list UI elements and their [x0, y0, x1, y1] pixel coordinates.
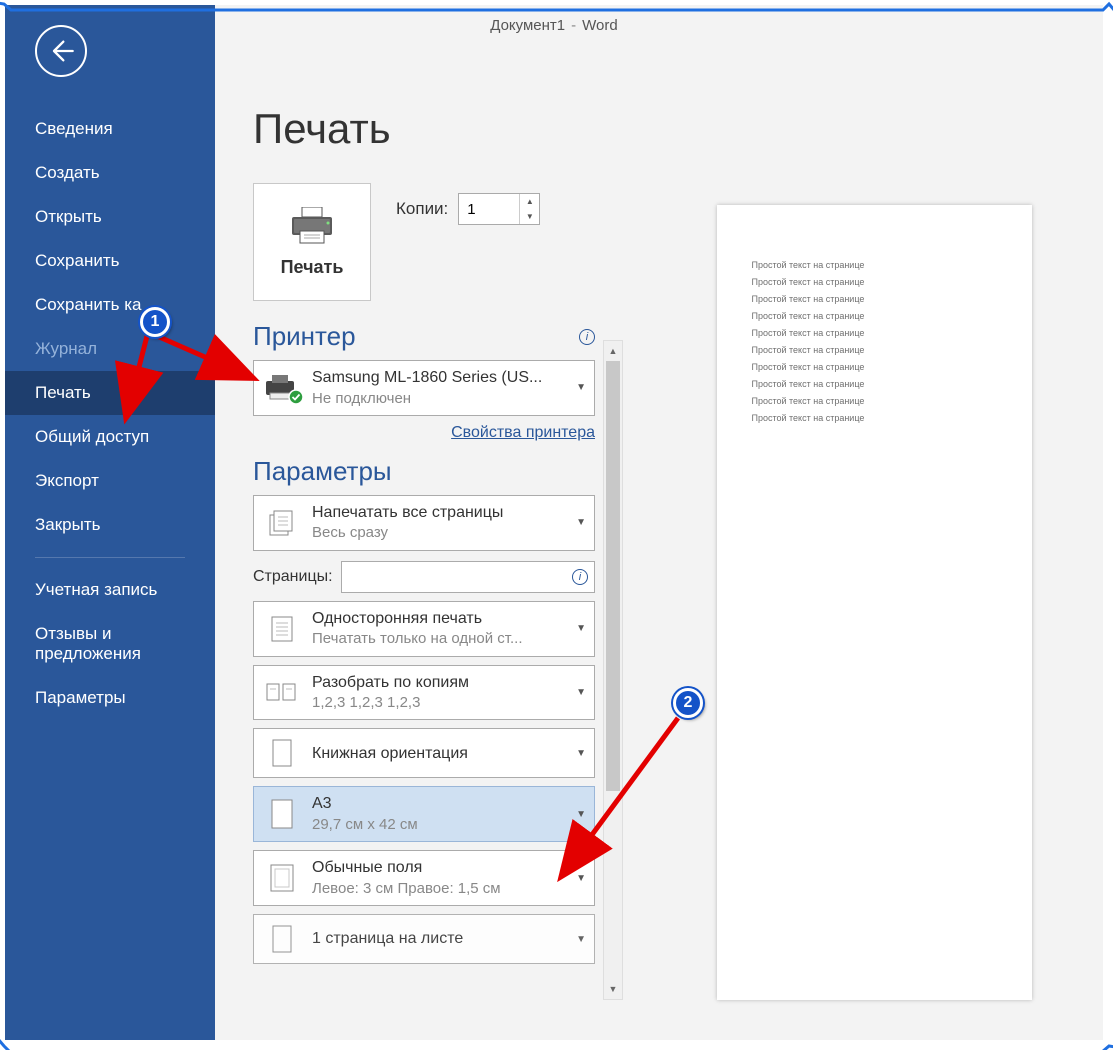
info-icon[interactable]: i [572, 569, 588, 585]
pages-stack-icon [266, 507, 298, 539]
option-primary: 1 страница на листе [312, 928, 560, 950]
pages-field-wrap: i [341, 561, 595, 593]
preview-text-line: Простой текст на странице [752, 277, 997, 287]
sidebar-item[interactable]: Создать [5, 151, 215, 195]
preview-text-line: Простой текст на странице [752, 345, 997, 355]
sidebar-item[interactable]: Закрыть [5, 503, 215, 547]
sidebar-item[interactable]: Открыть [5, 195, 215, 239]
print-button-label: Печать [281, 257, 344, 278]
single-side-icon [266, 613, 298, 645]
spinner-up-icon[interactable]: ▲ [520, 194, 539, 209]
sidebar-item[interactable]: Сохранить [5, 239, 215, 283]
spinner-down-icon[interactable]: ▼ [520, 209, 539, 224]
paper-size-dropdown[interactable]: А3 29,7 см x 42 см ▼ [253, 786, 595, 842]
chevron-down-icon: ▼ [570, 687, 586, 698]
option-primary: Напечатать все страницы [312, 502, 560, 524]
printer-dropdown[interactable]: Samsung ML-1860 Series (US... Не подключ… [253, 360, 595, 416]
annotation-badge-1: 1 [140, 307, 170, 337]
sidebar-item[interactable]: Отзывы и предложения [5, 612, 215, 676]
option-secondary: Левое: 3 см Правое: 1,5 см [312, 879, 560, 899]
option-primary: Разобрать по копиям [312, 672, 560, 694]
sidebar-item[interactable]: Печать [5, 371, 215, 415]
option-secondary: 29,7 см x 42 см [312, 815, 560, 835]
info-icon[interactable]: i [579, 329, 595, 345]
sidebar-item[interactable]: Экспорт [5, 459, 215, 503]
option-secondary: Весь сразу [312, 523, 560, 543]
portrait-icon [268, 737, 296, 769]
collate-icon [265, 678, 299, 706]
preview-text-line: Простой текст на странице [752, 311, 997, 321]
preview-text-line: Простой текст на странице [752, 260, 997, 270]
margins-icon [268, 862, 296, 894]
print-what-dropdown[interactable]: Напечатать все страницы Весь сразу ▼ [253, 495, 595, 551]
sidebar-item[interactable]: Параметры [5, 676, 215, 720]
copies-input[interactable] [459, 194, 519, 224]
printer-name: Samsung ML-1860 Series (US... [312, 367, 560, 389]
sidebar-item[interactable]: Сведения [5, 107, 215, 151]
chevron-down-icon: ▼ [570, 809, 586, 820]
back-button[interactable] [35, 25, 87, 77]
chevron-down-icon: ▼ [570, 934, 586, 945]
title-separator: - [571, 17, 576, 34]
sidebar-item[interactable]: Учетная запись [5, 568, 215, 612]
preview-text-line: Простой текст на странице [752, 413, 997, 423]
collate-dropdown[interactable]: Разобрать по копиям 1,2,3 1,2,3 1,2,3 ▼ [253, 665, 595, 721]
pages-per-sheet-dropdown[interactable]: 1 страница на листе ▼ [253, 914, 595, 964]
printer-icon [288, 207, 336, 245]
check-badge-icon [288, 389, 304, 405]
scroll-down-icon[interactable]: ▼ [604, 979, 622, 999]
pages-input[interactable] [348, 568, 572, 585]
copies-spinner[interactable]: ▲ ▼ [458, 193, 540, 225]
preview-text-line: Простой текст на странице [752, 328, 997, 338]
app-name: Word [582, 17, 618, 34]
preview-text-line: Простой текст на странице [752, 396, 997, 406]
sidebar-divider [35, 557, 185, 558]
pages-label: Страницы: [253, 568, 333, 586]
chevron-down-icon: ▼ [570, 623, 586, 634]
printer-status: Не подключен [312, 389, 560, 409]
option-primary: Книжная ориентация [312, 743, 560, 765]
sides-dropdown[interactable]: Односторонняя печать Печатать только на … [253, 601, 595, 657]
chevron-down-icon: ▼ [570, 873, 586, 884]
print-button[interactable]: Печать [253, 183, 371, 301]
preview-text-line: Простой текст на странице [752, 379, 997, 389]
option-secondary: 1,2,3 1,2,3 1,2,3 [312, 693, 560, 713]
option-primary: Односторонняя печать [312, 608, 560, 630]
backstage-sidebar: СведенияСоздатьОткрытьСохранитьСохранить… [5, 5, 215, 1040]
page-title: Печать [253, 105, 1073, 153]
chevron-down-icon: ▼ [570, 382, 586, 393]
printer-heading: Принтер [253, 321, 356, 352]
settings-scrollbar[interactable]: ▲ ▼ [603, 340, 623, 1000]
page-preview: Простой текст на странице Простой текст н… [717, 205, 1032, 1000]
chevron-down-icon: ▼ [570, 748, 586, 759]
paper-icon [269, 797, 295, 831]
arrow-left-icon [47, 37, 75, 65]
sidebar-item[interactable]: Общий доступ [5, 415, 215, 459]
sidebar-item[interactable]: Сохранить ка [5, 283, 215, 327]
option-primary: Обычные поля [312, 857, 560, 879]
option-primary: А3 [312, 793, 560, 815]
print-preview-pane: Простой текст на странице Простой текст н… [645, 205, 1103, 1010]
option-secondary: Печатать только на одной ст... [312, 629, 560, 649]
preview-text-line: Простой текст на странице [752, 362, 997, 372]
annotation-badge-2: 2 [673, 688, 703, 718]
document-name: Документ1 [490, 17, 565, 34]
orientation-dropdown[interactable]: Книжная ориентация ▼ [253, 728, 595, 778]
scroll-up-icon[interactable]: ▲ [604, 341, 622, 361]
one-per-sheet-icon [268, 923, 296, 955]
margins-dropdown[interactable]: Обычные поля Левое: 3 см Правое: 1,5 см … [253, 850, 595, 906]
chevron-down-icon: ▼ [570, 517, 586, 528]
sidebar-item: Журнал [5, 327, 215, 371]
scroll-thumb[interactable] [606, 361, 620, 791]
printer-properties-link[interactable]: Свойства принтера [451, 424, 595, 441]
settings-heading: Параметры [253, 456, 392, 487]
copies-label: Копии: [396, 199, 448, 219]
preview-text-line: Простой текст на странице [752, 294, 997, 304]
